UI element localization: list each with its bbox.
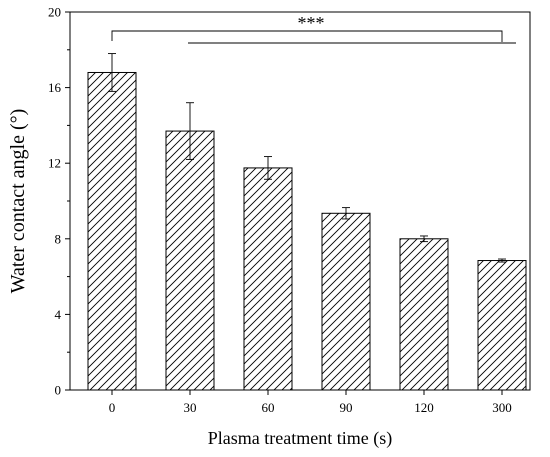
error-bars [108, 53, 506, 263]
plot-frame [69, 11, 531, 391]
error-bar-0 [108, 53, 116, 92]
error-bar-120 [420, 235, 428, 243]
error-bar-90 [342, 207, 350, 220]
y-tick-label: 0 [55, 383, 62, 398]
significance-label: *** [298, 13, 325, 33]
bar-30 [165, 130, 215, 391]
y-axis-title: Water contact angle (°) [7, 109, 29, 294]
x-tick-label: 30 [184, 400, 197, 415]
y-axis-ticks: 0 4 8 12 16 20 [48, 5, 70, 398]
error-bar-300 [498, 258, 506, 263]
x-tick-label: 0 [109, 400, 116, 415]
bar-90 [321, 212, 371, 391]
x-axis-title: Plasma treatment time (s) [208, 428, 392, 449]
bars [87, 71, 527, 391]
significance-annotation: *** [111, 13, 516, 44]
error-bar-60 [264, 156, 272, 180]
bar-300 [477, 260, 527, 391]
y-tick-label: 4 [55, 307, 62, 322]
x-tick-label: 120 [414, 400, 434, 415]
x-axis-ticks: 0 30 60 90 120 300 [109, 390, 512, 415]
significance-bracket-upper [111, 30, 503, 42]
x-tick-label: 90 [340, 400, 353, 415]
y-tick-label: 8 [55, 231, 62, 246]
y-tick-label: 12 [48, 156, 61, 171]
error-bar-30 [186, 102, 194, 160]
bar-0 [87, 71, 137, 391]
bar-60 [243, 167, 293, 391]
x-tick-label: 300 [492, 400, 512, 415]
y-tick-label: 20 [48, 5, 61, 20]
x-tick-label: 60 [262, 400, 275, 415]
bar-120 [399, 238, 449, 391]
y-tick-label: 16 [48, 80, 62, 95]
